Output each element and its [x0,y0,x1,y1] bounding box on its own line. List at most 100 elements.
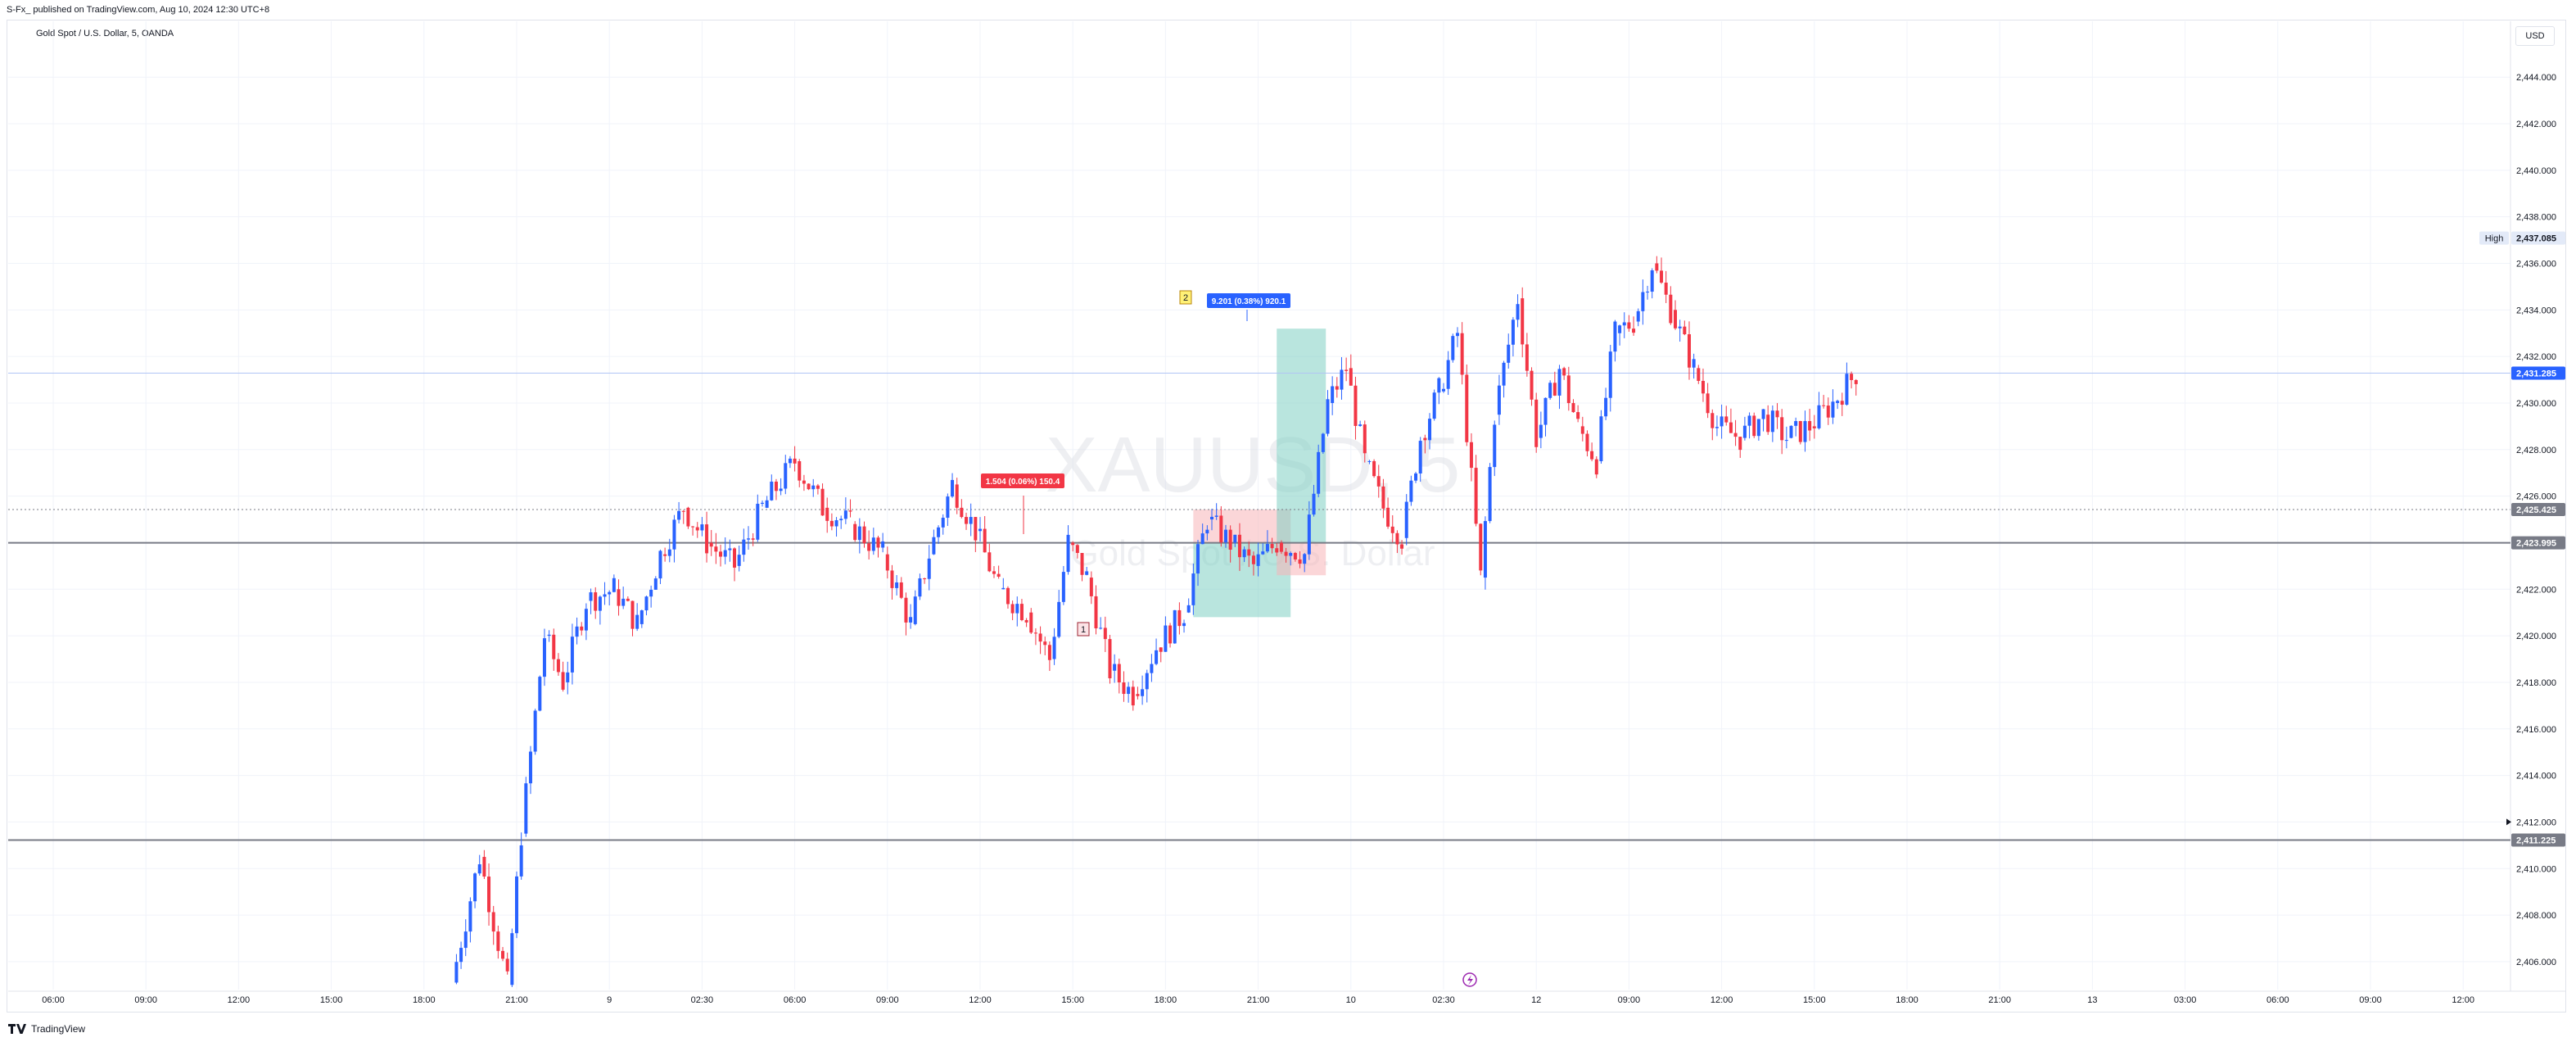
candle-body [1205,529,1209,534]
candle-body [1085,571,1089,575]
candle-body [1543,397,1548,425]
lightning-bolt [1467,975,1473,985]
candle-body [1395,532,1399,545]
candle-body [1850,374,1854,380]
candle-body [1409,480,1413,502]
candle-body [1237,534,1241,558]
candle-body [1354,385,1358,426]
position-2-tag[interactable]: 9.201 (0.38%) 920.1 [1207,293,1290,308]
candle-body [1822,405,1826,406]
candle-body [1289,553,1293,556]
price-marker-high[interactable]: 2,437.085 High [2479,231,2565,245]
position-short-1[interactable] [1193,509,1291,618]
candle-body [1363,424,1367,454]
footer-brand: TradingView [31,1023,86,1035]
price-marker-level[interactable]: 2,423.995 [2511,536,2565,550]
candle-body [1798,421,1802,442]
candle-body [528,751,532,784]
candle-body [1191,573,1195,605]
candle-body [1094,596,1098,629]
candle-body [1451,336,1455,360]
candle-body [603,594,607,597]
candle-body [667,549,671,556]
candle-body [955,484,959,508]
price-marker-level[interactable]: 2,411.225 [2511,833,2565,847]
candle-body [459,948,463,963]
candle-body [843,510,847,519]
time-tick-label: 02:30 [691,995,714,1005]
time-tick-label: 12:00 [228,995,251,1005]
candle-body [1233,534,1237,543]
candle-body [1136,694,1140,696]
candle-body [1622,322,1626,326]
candle-body [714,546,718,552]
candle-body [1599,416,1603,462]
candle-body [829,520,834,527]
candle-body [876,537,880,548]
price-tick-label: 2,414.000 [2516,772,2556,782]
candle-body [1446,360,1450,389]
candle-body [584,609,588,631]
price-marker-last[interactable]: 2,431.285 [2511,366,2565,380]
candle-body [1669,294,1673,324]
candle-body [1845,374,1849,405]
candle-body [1566,375,1570,404]
position-long-2[interactable] [1277,328,1326,576]
price-tick-label: 2,430.000 [2516,399,2556,409]
candle-body [477,864,481,874]
time-tick-label: 21:00 [1988,995,2011,1005]
candle-body [1697,368,1701,381]
candle-body [932,537,936,555]
candle-body [1752,415,1756,437]
candle-body [899,582,903,598]
price-marker-label-bg [2479,231,2509,245]
price-tick-label: 2,406.000 [2516,958,2556,967]
time-tick-label: 02:30 [1432,995,1455,1005]
candle-body [1678,326,1682,328]
marker-2[interactable]: 2 [1179,290,1192,305]
candle-body [1256,554,1260,566]
candle-body [1376,476,1381,487]
candle-body [737,555,741,566]
time-tick-label: 9 [607,995,612,1005]
price-marker-level[interactable]: 2,425.425 [2511,502,2565,516]
candle-body [630,600,635,629]
candle-body [1340,369,1344,390]
marker-1[interactable]: 1 [1077,622,1090,637]
candle-body [1674,310,1677,328]
candle-body [1780,417,1784,441]
symbol-label[interactable]: Gold Spot / U.S. Dollar, 5, OANDA [36,29,174,39]
event-lightning-icon[interactable] [1462,972,1477,987]
candle-body [533,710,537,752]
candle-body [1854,379,1858,384]
candle-body [1284,551,1288,556]
candle-body [807,483,811,490]
candle-body [825,507,829,521]
candle-body [505,958,509,972]
price-marker-value: 2,425.425 [2516,505,2556,515]
price-marker-bg [2511,536,2565,550]
currency-button[interactable]: USD [2515,26,2555,46]
candle-body [700,524,704,531]
candle-body [1770,410,1774,433]
position-1-tag[interactable]: 1.504 (0.06%) 150.4 [981,473,1064,488]
time-tick-label: 09:00 [134,995,157,1005]
price-marker-value: 2,437.085 [2516,234,2556,244]
candle-body [1131,686,1135,706]
candle-body [1636,310,1640,322]
candle-body [1432,392,1436,419]
candle-body [1038,633,1042,642]
price-marker-bg [2511,502,2565,516]
candle-body [1632,328,1636,333]
candle-body [1711,413,1715,428]
candle-body [1108,639,1112,678]
time-tick-label: 15:00 [320,995,343,1005]
time-tick-label: 09:00 [876,995,899,1005]
candle-body [1099,627,1103,629]
profit-zone [1277,328,1326,543]
candle-body [1423,437,1427,441]
candle-body [1247,549,1251,556]
price-tick-label: 2,432.000 [2516,352,2556,362]
candle-body [1386,507,1390,527]
